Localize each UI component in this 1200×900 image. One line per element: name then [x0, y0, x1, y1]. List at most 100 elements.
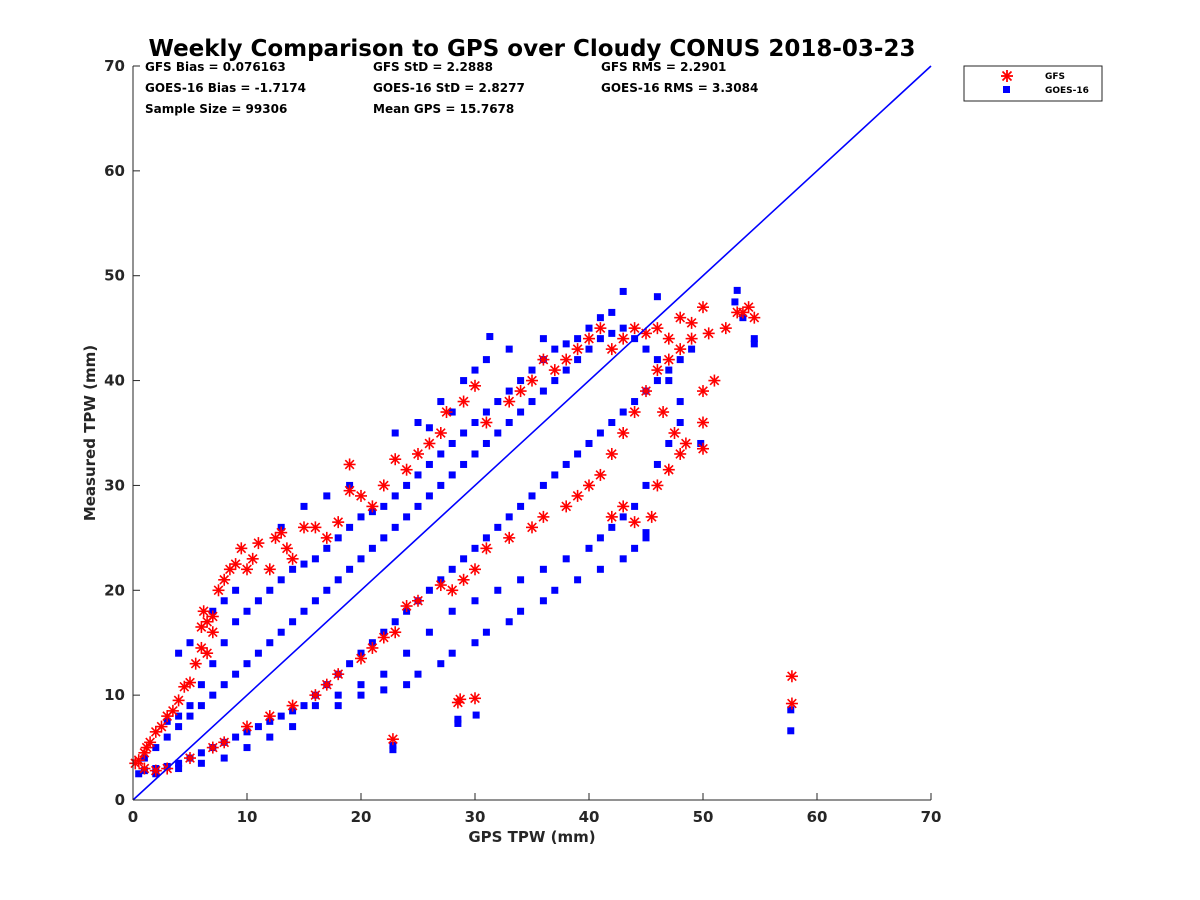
goes16-point: [380, 670, 388, 678]
gfs-point: [560, 500, 573, 513]
goes16-point: [300, 560, 308, 568]
goes16-point: [471, 639, 479, 647]
gfs-point: [605, 447, 618, 460]
goes16-point: [197, 749, 205, 757]
gfs-point: [469, 563, 481, 576]
gfs-point: [195, 641, 208, 654]
gfs-point: [218, 736, 231, 749]
goes16-point: [232, 618, 240, 626]
gfs-point: [469, 379, 481, 392]
goes16-point: [254, 597, 262, 605]
goes16-point: [517, 607, 525, 615]
y-axis-ticks: 0 10 20 30 40 50 60 70: [104, 57, 140, 809]
gfs-point: [377, 631, 390, 644]
goes16-point: [642, 534, 650, 542]
goes16-point: [380, 502, 388, 510]
goes16-point: [505, 419, 513, 427]
goes16-point: [733, 286, 741, 294]
chart-title: Weekly Comparison to GPS over Cloudy CON…: [149, 36, 916, 62]
gfs-point: [651, 322, 664, 335]
goes16-point: [277, 628, 285, 636]
goes16-point: [539, 335, 547, 343]
gfs-point: [469, 692, 481, 705]
gfs-bias-stat: GFS Bias = 0.076163: [145, 60, 286, 74]
gfs-point: [526, 521, 538, 534]
gfs-point: [702, 327, 715, 340]
gfs-point: [594, 468, 607, 481]
gfs-point: [423, 437, 436, 450]
goes16-point: [266, 639, 274, 647]
gfs-point: [138, 762, 151, 775]
goes16-point: [750, 335, 758, 343]
gfs-point: [366, 641, 379, 654]
gfs-point: [332, 516, 345, 529]
goes16-point: [482, 534, 490, 542]
goes16-point: [425, 460, 433, 468]
goes16-point: [494, 429, 502, 437]
goes16-point: [665, 366, 673, 374]
goes16-point: [596, 314, 604, 322]
goes16-point: [414, 419, 422, 427]
goes16-point: [209, 660, 217, 668]
goes16-point: [562, 460, 570, 468]
goes16-point: [653, 377, 661, 385]
gfs-point: [640, 385, 652, 398]
goes16-point: [460, 555, 468, 563]
goes16-rms-stat: GOES-16 RMS = 3.3084: [601, 81, 758, 95]
gfs-point: [503, 531, 516, 544]
y-tick-label: 50: [104, 267, 125, 285]
gfs-point: [218, 573, 231, 586]
gfs-point: [389, 626, 402, 639]
x-tick-label: 40: [579, 808, 600, 826]
gfs-point: [685, 316, 698, 329]
gfs-point: [560, 353, 573, 366]
goes16-point: [539, 387, 547, 395]
goes16-point: [494, 586, 502, 594]
gfs-point: [440, 406, 453, 419]
gfs-point: [298, 521, 310, 534]
goes16-point: [460, 460, 468, 468]
goes16-point: [311, 555, 319, 563]
legend-box: [963, 65, 1103, 102]
gfs-point: [628, 516, 641, 529]
gfs-point: [229, 558, 242, 571]
gfs-point: [617, 427, 630, 439]
gfs-point: [457, 395, 470, 408]
gfs-point: [548, 364, 561, 377]
goes16-point: [574, 335, 582, 343]
goes16-point: [528, 492, 536, 500]
goes16-point: [448, 607, 456, 615]
goes16-point: [368, 544, 376, 552]
goes16-point: [608, 523, 616, 531]
goes16-point: [323, 544, 331, 552]
goes16-point: [243, 744, 251, 752]
gfs-point: [400, 600, 413, 613]
goes16-point: [676, 356, 684, 364]
goes16-point: [787, 727, 795, 735]
goes16-point: [414, 502, 422, 510]
goes16-point: [403, 681, 411, 689]
goes16-point: [414, 670, 422, 678]
gfs-point: [662, 353, 675, 366]
goes16-point: [175, 759, 183, 767]
goes16-point: [471, 419, 479, 427]
goes16-point: [471, 597, 479, 605]
goes16-point: [437, 450, 445, 458]
gfs-point: [389, 453, 402, 466]
goes16-point: [482, 408, 490, 416]
goes16-point: [731, 298, 739, 306]
gfs-point: [246, 552, 259, 565]
stats-block: GFS Bias = 0.076163 GFS StD = 2.2888 GFS…: [145, 60, 758, 116]
goes16-point: [551, 377, 559, 385]
gfs-point: [320, 678, 333, 691]
gfs-point: [263, 563, 276, 576]
x-tick-label: 50: [693, 808, 714, 826]
goes16-point: [425, 628, 433, 636]
gfs-point: [605, 510, 618, 523]
gfs-point: [355, 652, 367, 665]
goes16-point: [403, 513, 411, 521]
goes16-point: [665, 377, 673, 385]
goes16-point: [346, 660, 354, 668]
goes16-point: [311, 597, 319, 605]
goes16-point: [254, 649, 262, 657]
